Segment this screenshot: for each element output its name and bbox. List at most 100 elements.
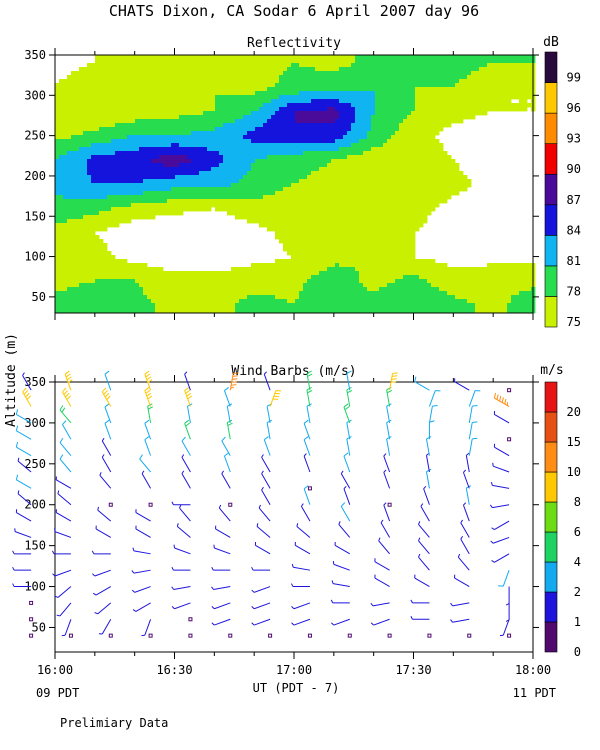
reflectivity-cell: [139, 71, 144, 76]
reflectivity-cell: [75, 283, 80, 288]
reflectivity-cell: [59, 147, 64, 152]
reflectivity-cell: [87, 115, 92, 120]
reflectivity-cell: [171, 59, 176, 64]
reflectivity-cell: [363, 243, 368, 248]
reflectivity-cell: [219, 295, 224, 300]
reflectivity-cell: [259, 147, 264, 152]
reflectivity-cell: [107, 79, 112, 84]
reflectivity-cell: [383, 127, 388, 132]
reflectivity-cell: [87, 207, 92, 212]
reflectivity-cell: [143, 267, 148, 272]
reflectivity-cell: [175, 187, 180, 192]
reflectivity-cell: [119, 175, 124, 180]
reflectivity-cell: [351, 247, 356, 252]
reflectivity-cell: [211, 175, 216, 180]
reflectivity-cell: [387, 279, 392, 284]
reflectivity-cell: [311, 287, 316, 292]
reflectivity-cell: [343, 295, 348, 300]
reflectivity-cell: [307, 75, 312, 80]
reflectivity-cell: [159, 127, 164, 132]
reflectivity-cell: [299, 283, 304, 288]
reflectivity-cell: [143, 307, 148, 312]
reflectivity-cell: [371, 235, 376, 240]
reflectivity-cell: [79, 151, 84, 156]
reflectivity-cell: [299, 103, 304, 108]
reflectivity-cell: [171, 111, 176, 116]
reflectivity-cell: [195, 191, 200, 196]
reflectivity-cell: [75, 139, 80, 144]
reflectivity-cell: [111, 295, 116, 300]
reflectivity-cell: [223, 135, 228, 140]
reflectivity-cell: [379, 259, 384, 264]
reflectivity-cell: [291, 303, 296, 308]
reflectivity-cell: [127, 203, 132, 208]
reflectivity-cell: [247, 267, 252, 272]
reflectivity-cell: [155, 159, 160, 164]
reflectivity-cell: [275, 203, 280, 208]
reflectivity-cell: [99, 279, 104, 284]
reflectivity-cell: [387, 151, 392, 156]
reflectivity-cell: [135, 275, 140, 280]
reflectivity-cell: [95, 171, 100, 176]
reflectivity-cell: [231, 83, 236, 88]
reflectivity-cell: [83, 227, 88, 232]
reflectivity-cell: [227, 287, 232, 292]
reflectivity-cell: [83, 159, 88, 164]
reflectivity-cell: [283, 183, 288, 188]
reflectivity-cell: [363, 219, 368, 224]
reflectivity-cell: [211, 159, 216, 164]
reflectivity-cell: [187, 83, 192, 88]
reflectivity-cell: [59, 183, 64, 188]
reflectivity-cell: [303, 259, 308, 264]
reflectivity-cell: [167, 279, 172, 284]
reflectivity-cell: [135, 175, 140, 180]
reflectivity-cell: [267, 279, 272, 284]
reflectivity-cell: [355, 95, 360, 100]
reflectivity-cell: [95, 159, 100, 164]
reflectivity-cell: [199, 127, 204, 132]
reflectivity-cell: [355, 67, 360, 72]
reflectivity-cell: [115, 223, 120, 228]
reflectivity-cell: [383, 275, 388, 280]
reflectivity-cell: [135, 299, 140, 304]
reflectivity-cell: [91, 303, 96, 308]
reflectivity-cell: [243, 95, 248, 100]
reflectivity-cell: [271, 55, 276, 60]
reflectivity-cell: [339, 151, 344, 156]
reflectivity-cell: [335, 71, 340, 76]
reflectivity-cell: [271, 59, 276, 64]
reflectivity-cell: [135, 151, 140, 156]
reflectivity-cell: [271, 203, 276, 208]
reflectivity-cell: [147, 211, 152, 216]
reflectivity-cell: [327, 111, 332, 116]
reflectivity-cell: [315, 259, 320, 264]
reflectivity-cell: [219, 199, 224, 204]
reflectivity-cell: [79, 283, 84, 288]
reflectivity-cell: [135, 211, 140, 216]
reflectivity-cell: [139, 95, 144, 100]
reflectivity-cell: [291, 191, 296, 196]
reflectivity-cell: [371, 251, 376, 256]
reflectivity-cell: [91, 275, 96, 280]
reflectivity-cell: [131, 267, 136, 272]
reflectivity-cell: [367, 303, 372, 308]
reflectivity-cell: [271, 147, 276, 152]
reflectivity-cell: [195, 279, 200, 284]
reflectivity-cell: [247, 279, 252, 284]
reflectivity-cell: [159, 123, 164, 128]
reflectivity-cell: [323, 223, 328, 228]
reflectivity-cell: [59, 243, 64, 248]
reflectivity-cell: [127, 123, 132, 128]
reflectivity-cell: [291, 127, 296, 132]
reflectivity-cell: [63, 207, 68, 212]
reflectivity-cell: [243, 107, 248, 112]
reflectivity-cell: [79, 255, 84, 260]
reflectivity-cell: [91, 79, 96, 84]
reflectivity-cell: [127, 311, 132, 314]
reflectivity-cell: [367, 175, 372, 180]
refl-colorbar-unit: dB: [543, 35, 559, 50]
reflectivity-cell: [339, 95, 344, 100]
reflectivity-cell: [59, 139, 64, 144]
reflectivity-cell: [131, 155, 136, 160]
reflectivity-cell: [327, 195, 332, 200]
